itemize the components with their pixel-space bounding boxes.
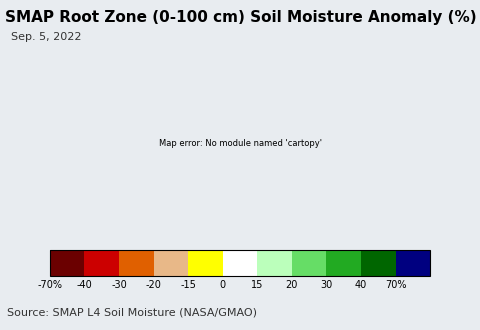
Text: Map error: No module named 'cartopy': Map error: No module named 'cartopy' — [158, 139, 322, 148]
Bar — [361, 250, 396, 276]
Bar — [154, 250, 188, 276]
Text: 40: 40 — [355, 280, 367, 290]
Bar — [326, 250, 361, 276]
Text: -15: -15 — [180, 280, 196, 290]
Bar — [50, 250, 430, 276]
Text: SMAP Root Zone (0-100 cm) Soil Moisture Anomaly (%): SMAP Root Zone (0-100 cm) Soil Moisture … — [5, 10, 477, 25]
Bar — [257, 250, 292, 276]
Text: 70%: 70% — [385, 280, 406, 290]
Text: 20: 20 — [286, 280, 298, 290]
Bar — [292, 250, 326, 276]
Text: -40: -40 — [77, 280, 92, 290]
Bar — [396, 250, 430, 276]
Text: 30: 30 — [320, 280, 333, 290]
Text: Sep. 5, 2022: Sep. 5, 2022 — [11, 32, 82, 42]
Bar — [50, 250, 84, 276]
Bar — [119, 250, 154, 276]
Text: -20: -20 — [145, 280, 162, 290]
Bar — [188, 250, 223, 276]
Bar — [223, 250, 257, 276]
Text: 0: 0 — [220, 280, 226, 290]
Bar — [84, 250, 119, 276]
Text: 15: 15 — [251, 280, 264, 290]
Text: -70%: -70% — [37, 280, 62, 290]
Text: -30: -30 — [111, 280, 127, 290]
Text: Source: SMAP L4 Soil Moisture (NASA/GMAO): Source: SMAP L4 Soil Moisture (NASA/GMAO… — [7, 307, 257, 317]
